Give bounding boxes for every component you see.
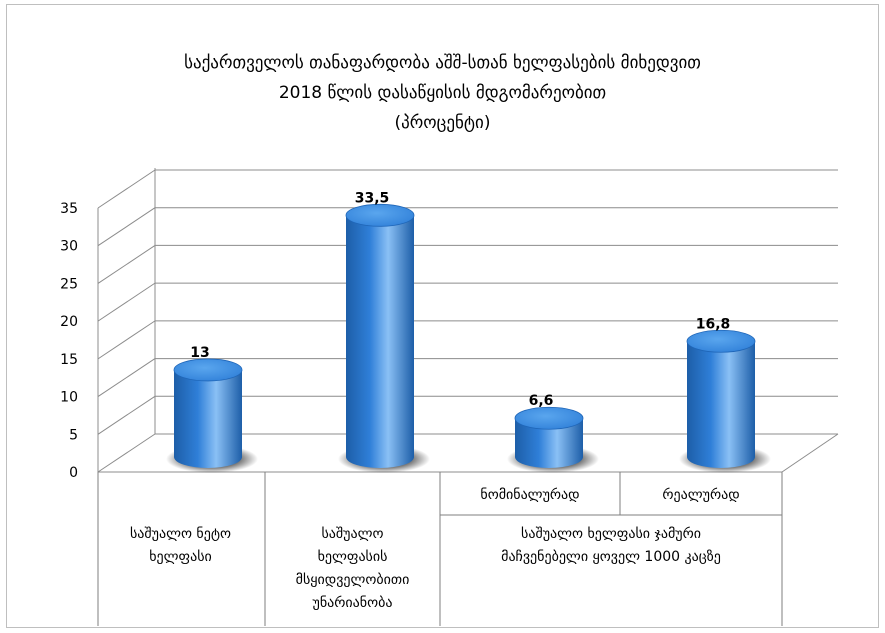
y-tick-label-15: 15 — [60, 352, 78, 368]
chart-title: საქართველოს თანაფარდობა აშშ-სთან ხელფასე… — [0, 48, 885, 138]
gridline-side-30 — [97, 207, 156, 247]
data-label-1: 13 — [190, 345, 209, 361]
bar-top-4 — [686, 329, 756, 353]
group-label: საშუალო ხელფასი ჯამური მაჩვენებელი ყოველ… — [501, 526, 721, 565]
category-label-3: ნომინალურად — [480, 487, 580, 503]
y-tick-label-20: 20 — [60, 314, 78, 330]
bar-1 — [174, 369, 242, 468]
y-tick-label-10: 10 — [60, 390, 78, 406]
bar-top-2 — [345, 203, 415, 227]
y-tick-label-5: 5 — [69, 427, 78, 443]
bar-top-1 — [173, 358, 243, 382]
title-line-3: (პროცენტი) — [394, 113, 491, 133]
y-tick-label-35: 35 — [60, 201, 78, 217]
gridline-side-10 — [97, 358, 156, 397]
title-line-1: საქართველოს თანაფარდობა აშშ-სთან ხელფასე… — [184, 53, 701, 73]
floor-right-edge — [781, 433, 839, 473]
y-tick-label-30: 30 — [60, 239, 78, 255]
gridline-side-25 — [97, 245, 156, 284]
gridline-side-5 — [97, 395, 156, 435]
gridline-side-35 — [97, 169, 156, 209]
data-label-2: 33,5 — [355, 190, 390, 206]
gridline-side-15 — [97, 320, 156, 360]
data-label-4: 16,8 — [696, 316, 731, 332]
chart-frame — [6, 4, 879, 628]
category-label-1: საშუალო ნეტო ხელფასი — [129, 526, 232, 565]
title-line-2: 2018 წლის დასაწყისის მდგომარეობით — [278, 83, 607, 103]
category-label-2: საშუალო ხელფასის მსყიდველობითი უნარიანობ… — [295, 526, 410, 611]
gridline-side-20 — [97, 282, 156, 322]
bar-2 — [346, 215, 414, 468]
bar-top-3 — [514, 406, 584, 430]
bar-4 — [687, 341, 755, 468]
y-tick-label-0: 0 — [69, 465, 78, 481]
category-label-4: რეალურად — [662, 487, 740, 503]
bar-3 — [515, 418, 583, 468]
data-label-3: 6,6 — [529, 393, 554, 409]
y-tick-label-25: 25 — [60, 276, 78, 292]
gridline-side-0 — [97, 433, 156, 473]
